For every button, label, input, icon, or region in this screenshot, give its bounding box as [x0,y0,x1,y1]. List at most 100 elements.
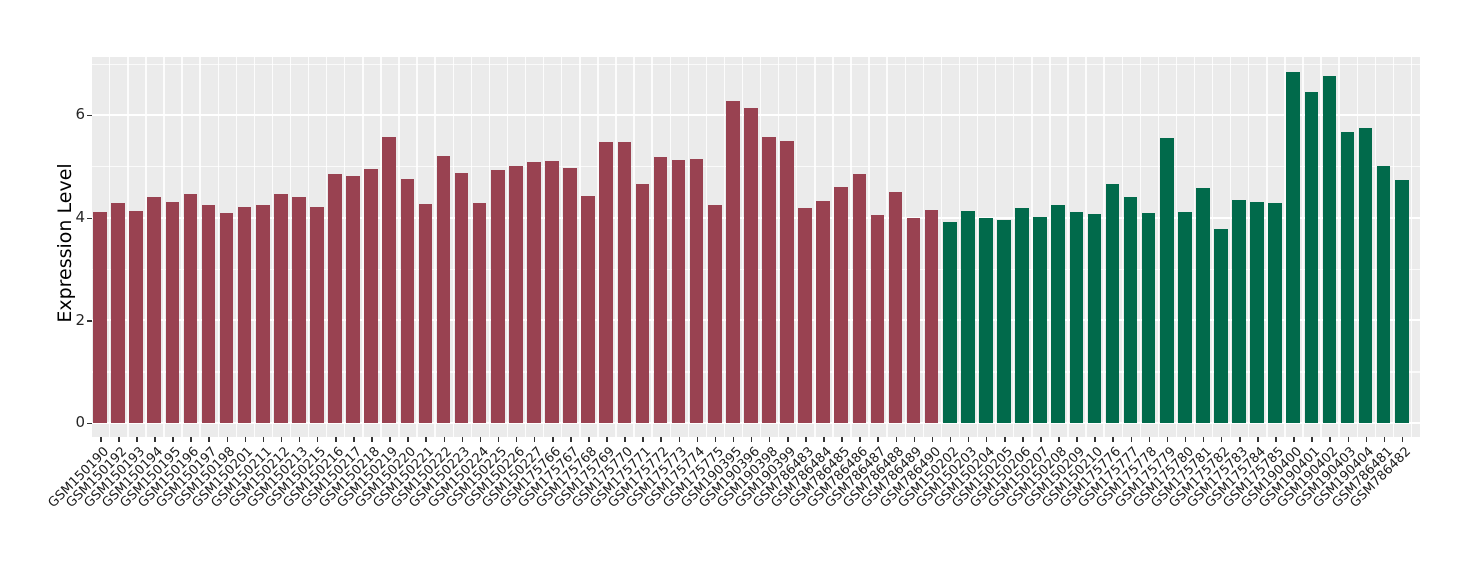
x-tick-mark [190,437,192,442]
x-tick-mark [985,437,988,442]
gridline-vertical [1284,57,1286,437]
gridline-vertical [1248,57,1250,437]
bar-GSM786486 [852,174,867,423]
bar-GSM175772 [653,156,668,423]
gridline-major-y0 [92,421,1420,424]
x-tick-mark [732,437,735,442]
x-tick-mark [1094,437,1096,442]
x-tick-mark [1347,437,1350,442]
bar-GSM150192 [111,203,125,423]
bar-GSM150211 [255,205,270,423]
gridline-vertical [1266,57,1268,437]
x-tick-mark [570,437,572,442]
bar-GSM150215 [310,206,324,423]
gridline-vertical [778,57,780,437]
gridline-vertical [163,57,165,437]
gridline-vertical [1356,57,1358,437]
gridline-vertical [723,57,726,437]
gridline-vertical [669,57,671,437]
y-tick-label-4: 4 [75,208,85,226]
bar-GSM175771 [635,183,650,423]
gridline-vertical [199,57,201,437]
x-tick-mark [335,437,337,442]
x-tick-mark [714,437,717,442]
gridline-vertical [796,57,798,437]
bar-GSM150207 [1033,216,1047,423]
bar-GSM150196 [183,193,198,423]
x-tick-mark [895,437,898,442]
gridline-vertical [1049,57,1051,437]
gridline-vertical [217,57,219,437]
gridline-vertical [1392,57,1395,437]
gridline-vertical [1031,57,1033,437]
gridline-vertical [705,57,708,437]
bar-GSM190396 [744,107,758,423]
bar-GSM150203 [961,211,975,423]
bar-GSM150193 [129,211,143,423]
bar-GSM150218 [364,168,378,423]
bar-GSM150213 [292,197,306,423]
x-tick-mark [877,437,879,442]
bar-GSM190398 [762,136,776,423]
gridline-vertical [868,57,870,437]
x-tick-mark [1311,437,1313,442]
gridline-vertical [1211,57,1214,437]
x-tick-mark [118,437,120,442]
bar-GSM150222 [436,156,451,423]
bar-GSM150227 [527,161,541,423]
x-tick-mark [913,437,916,442]
x-tick-mark [931,437,934,442]
bar-GSM175780 [1178,212,1192,423]
x-tick-mark [353,437,355,442]
gridline-vertical [1374,57,1377,437]
gridline-vertical [109,57,111,437]
gridline-vertical [181,57,183,437]
bar-GSM175770 [617,142,632,423]
x-tick-mark [280,437,283,442]
x-tick-mark [1040,437,1042,442]
bar-GSM190401 [1304,91,1319,423]
bar-GSM190404 [1358,128,1373,423]
x-tick-mark [624,437,626,442]
x-tick-mark [606,437,608,442]
y-tick-mark [87,320,92,322]
x-tick-mark [298,437,301,442]
gridline-vertical [326,57,328,437]
x-tick-mark [479,437,482,442]
gridline-vertical [506,57,509,437]
gridline-vertical [542,57,545,437]
gridline-vertical [235,57,237,437]
gridline-vertical [145,57,147,437]
bar-GSM175776 [1105,184,1120,423]
bar-GSM150220 [400,178,415,423]
gridline-vertical [579,57,581,437]
gridline-vertical [886,57,888,437]
x-tick-mark [262,437,265,442]
x-tick-mark [1239,437,1241,442]
bar-GSM175768 [581,195,595,423]
y-tick-label-0: 0 [75,413,85,432]
gridline-vertical [452,57,454,437]
gridline-vertical [416,57,418,437]
x-tick-mark [1184,437,1187,442]
gridline-vertical [759,57,762,437]
bar-GSM150210 [1087,213,1102,423]
x-tick-mark [1148,437,1151,442]
x-tick-mark [1383,437,1386,442]
x-tick-mark [696,437,699,442]
gridline-vertical [1320,57,1322,437]
x-tick-mark [660,437,662,442]
x-tick-mark [1112,437,1114,442]
x-tick-mark [533,437,536,442]
gridline-vertical [615,57,617,437]
bar-GSM786483 [798,208,812,423]
gridline-vertical [1085,57,1087,437]
gridline-vertical [994,57,997,437]
gridline-vertical [1013,57,1015,437]
gridline-vertical [344,57,346,437]
gridline-vertical [814,57,816,437]
bar-GSM150204 [979,217,993,423]
bar-GSM150209 [1069,212,1084,423]
bar-GSM786484 [816,200,830,423]
bar-GSM150219 [382,136,397,423]
